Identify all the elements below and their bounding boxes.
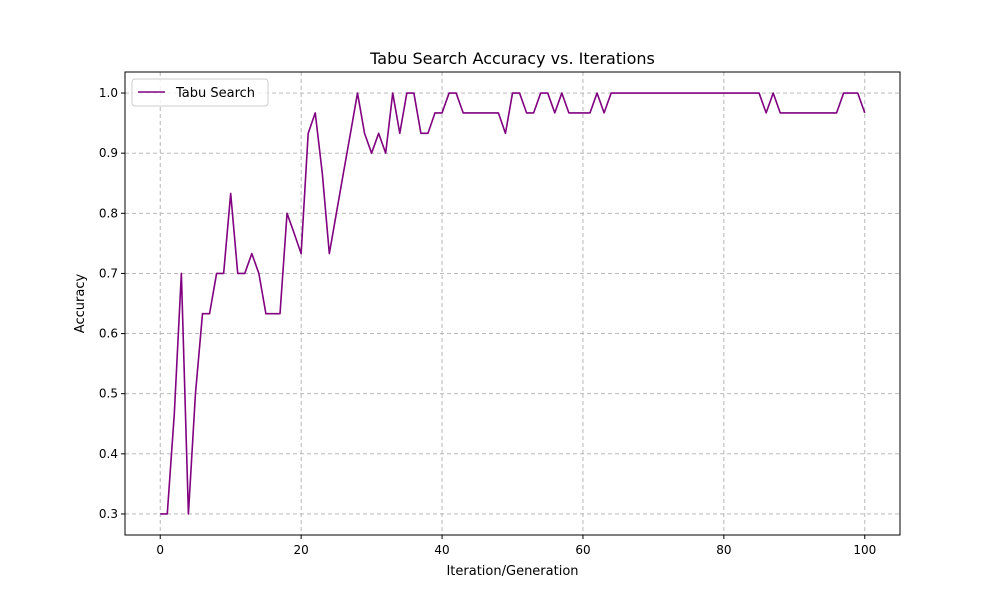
y-axis-label: Accuracy	[73, 274, 88, 334]
x-axis-label: Iteration/Generation	[446, 564, 578, 579]
x-tick-label: 0	[156, 543, 164, 557]
y-tick-label: 1.0	[99, 86, 118, 100]
y-tick-label: 0.5	[99, 387, 118, 401]
series-layer	[160, 92, 866, 515]
legend: Tabu Search	[131, 78, 269, 107]
x-tick-label: 20	[293, 543, 308, 557]
y-tick-label: 0.4	[99, 447, 118, 461]
series-line	[160, 92, 866, 515]
axis-ticks: 0 20 40 60 80 100 0.3 0.4 0.5 0.6 0.7 0.8 0.9 1.0	[99, 86, 876, 557]
legend-box	[131, 78, 269, 107]
x-tick-label: 80	[716, 543, 731, 557]
x-tick-label: 40	[434, 543, 449, 557]
x-tick-label: 100	[853, 543, 876, 557]
y-tick-label: 0.8	[99, 206, 118, 220]
legend-label: Tabu Search	[175, 86, 255, 101]
y-tick-label: 0.6	[99, 327, 118, 341]
chart-title: Tabu Search Accuracy vs. Iterations	[369, 49, 655, 68]
y-tick-label: 0.9	[99, 146, 118, 160]
y-tick-label: 0.7	[99, 266, 118, 280]
y-tick-label: 0.3	[99, 507, 118, 521]
x-tick-label: 60	[575, 543, 590, 557]
plot-frame	[124, 71, 901, 536]
